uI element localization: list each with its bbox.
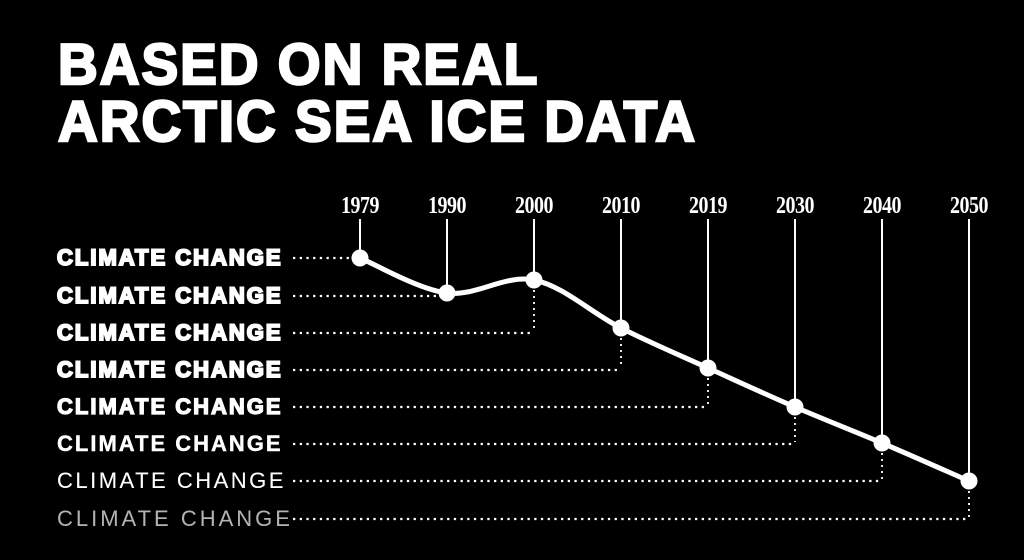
title-line-1: BASED ON REAL bbox=[57, 31, 540, 97]
year-label-1979: 1979 bbox=[341, 191, 379, 219]
climate-change-label-4: CLIMATE CHANGE bbox=[56, 356, 283, 383]
year-drop-lines bbox=[359, 219, 970, 478]
climate-change-label-5: CLIMATE CHANGE bbox=[56, 393, 283, 419]
title-line-2: ARCTIC SEA ICE DATA bbox=[57, 89, 697, 154]
year-label-2030: 2030 bbox=[776, 191, 814, 219]
data-point-2010 bbox=[612, 319, 630, 337]
data-point-1990 bbox=[438, 284, 456, 302]
climate-change-label-3: CLIMATE CHANGE bbox=[56, 319, 283, 346]
trend-line bbox=[357, 255, 972, 484]
data-point-2050 bbox=[960, 472, 978, 490]
year-label-2010: 2010 bbox=[602, 191, 640, 219]
data-point-2000 bbox=[525, 271, 543, 289]
row-dotted-leader-lines bbox=[293, 256, 969, 521]
year-label-2050: 2050 bbox=[950, 191, 988, 219]
data-points bbox=[351, 249, 978, 490]
year-label-2040: 2040 bbox=[863, 191, 901, 219]
data-point-2019 bbox=[699, 359, 717, 377]
climate-change-label-7: CLIMATE CHANGE bbox=[57, 468, 286, 493]
data-point-1979 bbox=[351, 249, 369, 267]
year-label-2019: 2019 bbox=[689, 191, 727, 219]
year-label-2000: 2000 bbox=[515, 191, 553, 219]
data-point-2030 bbox=[786, 398, 804, 416]
data-point-2040 bbox=[873, 434, 891, 452]
point-connector-dotted-lines bbox=[533, 290, 970, 517]
climate-change-label-6: CLIMATE CHANGE bbox=[57, 431, 283, 456]
year-label-1990: 1990 bbox=[428, 191, 466, 219]
climate-change-label-1: CLIMATE CHANGE bbox=[56, 244, 283, 271]
climate-change-label-8: CLIMATE CHANGE bbox=[57, 506, 293, 531]
climate-change-label-2: CLIMATE CHANGE bbox=[56, 282, 283, 309]
page-title: BASED ON REAL ARCTIC SEA ICE DATA bbox=[57, 31, 697, 154]
